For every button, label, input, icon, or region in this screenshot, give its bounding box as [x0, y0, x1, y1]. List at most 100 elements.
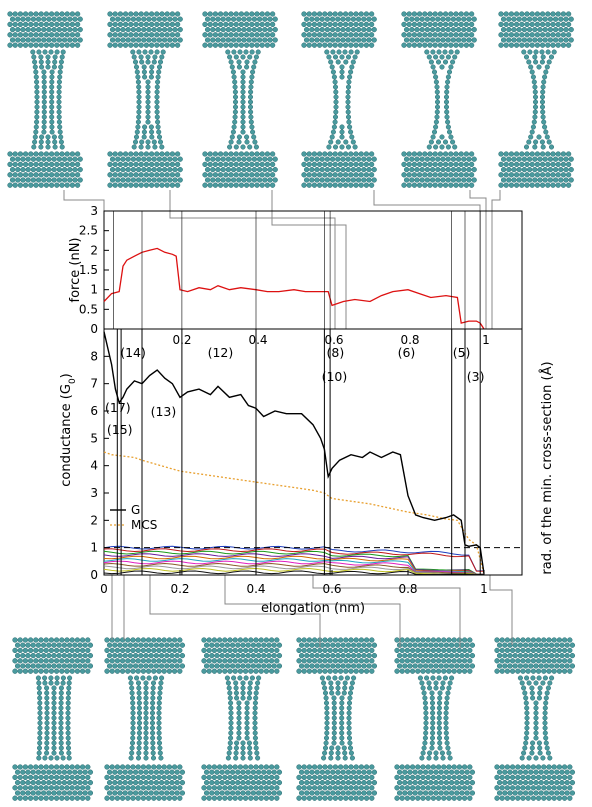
atom	[422, 790, 429, 796]
atom	[537, 166, 543, 173]
atom	[48, 774, 55, 781]
atom	[366, 769, 372, 775]
atom	[250, 129, 256, 135]
atom	[348, 795, 354, 801]
atom	[119, 764, 126, 770]
atom	[323, 735, 330, 741]
atom	[565, 151, 572, 157]
atom	[56, 99, 62, 105]
atom	[150, 680, 157, 686]
atom	[51, 26, 57, 33]
atom	[204, 166, 211, 173]
atom	[215, 166, 221, 173]
atom	[420, 685, 426, 691]
atom	[539, 94, 546, 100]
atom	[264, 172, 271, 178]
atom	[528, 779, 534, 786]
atom	[25, 166, 31, 173]
atom	[350, 37, 357, 43]
conductance-y-tick-label: 1	[90, 541, 98, 555]
atom	[547, 37, 554, 43]
atom	[339, 700, 345, 706]
atom	[471, 16, 477, 22]
atom	[416, 32, 423, 38]
atom	[248, 79, 254, 85]
atom	[7, 32, 13, 38]
atom	[128, 32, 134, 38]
atom	[363, 795, 370, 801]
atom	[59, 54, 65, 60]
atom	[49, 114, 55, 120]
atom	[345, 37, 351, 43]
atom	[9, 37, 16, 43]
atom	[136, 735, 142, 741]
atom	[499, 637, 505, 643]
atom	[48, 795, 55, 801]
atom	[503, 32, 509, 38]
atom	[138, 652, 144, 659]
bottom-structure-2	[104, 637, 186, 801]
atom	[316, 182, 323, 188]
atom	[471, 166, 477, 173]
atom	[136, 685, 142, 691]
atom	[436, 725, 442, 731]
atom	[214, 652, 220, 659]
atom	[237, 668, 244, 674]
atom	[335, 652, 341, 659]
atom	[250, 769, 257, 775]
atom	[539, 59, 545, 65]
atom	[223, 42, 229, 48]
atom	[394, 647, 400, 654]
atom	[509, 637, 516, 643]
atom	[128, 11, 134, 17]
atom	[331, 740, 337, 746]
atom	[358, 172, 364, 178]
atom	[17, 161, 24, 168]
atom	[229, 134, 235, 140]
atom	[322, 32, 328, 38]
atom	[433, 642, 439, 648]
atom	[64, 795, 70, 801]
atom	[441, 795, 447, 801]
atom	[143, 11, 150, 17]
atom	[66, 769, 73, 775]
atom	[33, 647, 39, 654]
atom	[209, 769, 215, 775]
atom	[20, 16, 26, 22]
atom	[436, 705, 442, 711]
atom	[145, 84, 151, 90]
atom	[66, 755, 72, 761]
atom	[159, 54, 165, 60]
atom	[404, 647, 411, 654]
atom	[424, 675, 430, 681]
atom	[150, 685, 156, 691]
atom	[544, 64, 550, 70]
atom	[259, 42, 265, 48]
atom	[69, 668, 75, 674]
atom	[429, 166, 436, 173]
atom	[268, 764, 275, 770]
atom	[558, 16, 564, 22]
atom	[22, 668, 29, 674]
atom	[30, 166, 37, 173]
atom	[442, 21, 449, 28]
atom	[443, 104, 450, 110]
atom	[324, 769, 331, 775]
atom	[396, 779, 403, 786]
eigenchannel-line	[103, 545, 484, 572]
atom	[129, 740, 136, 746]
top-nanowire-structures	[7, 11, 574, 188]
atom	[494, 647, 500, 654]
atom	[164, 11, 170, 17]
atom	[119, 647, 126, 654]
atom	[358, 658, 365, 664]
atom	[145, 647, 152, 654]
atom	[20, 790, 26, 796]
atom	[526, 16, 533, 22]
atom	[87, 790, 94, 796]
atom	[253, 774, 259, 781]
atom	[202, 21, 208, 28]
atom	[452, 54, 458, 60]
atom	[432, 42, 438, 48]
